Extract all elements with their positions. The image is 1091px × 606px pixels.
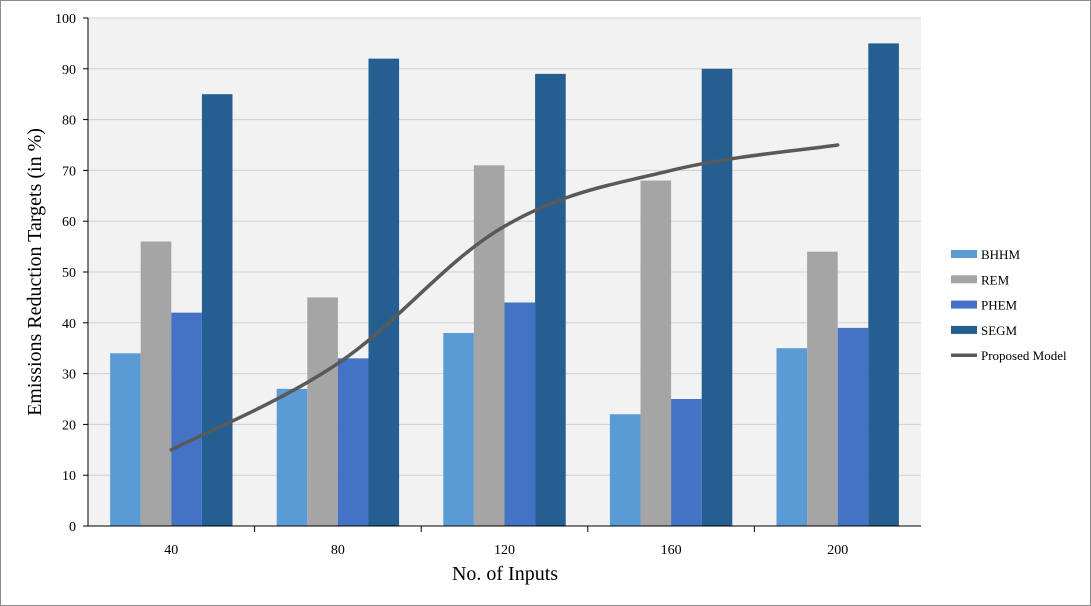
legend-swatch-segm — [951, 325, 977, 334]
bar-segm — [535, 73, 566, 526]
x-tick-label: 120 — [494, 543, 515, 558]
axes-layer — [87, 18, 921, 532]
y-tick-labels: 0 10 20 30 40 50 60 70 80 90 100 — [55, 12, 76, 535]
bar-segm — [868, 43, 899, 527]
legend-label-rem: REM — [981, 272, 1010, 287]
bars-layer — [110, 43, 899, 527]
legend-swatch-bhhm — [951, 250, 977, 258]
bar-phem — [671, 399, 702, 526]
bar-bhhm — [110, 353, 141, 526]
legend-label-segm: SEGM — [981, 323, 1018, 338]
y-tick-label: 90 — [62, 63, 76, 78]
y-tick-label: 80 — [62, 114, 76, 129]
bar-rem — [307, 297, 338, 526]
bar-bhhm — [443, 332, 474, 526]
legend-label-bhhm: BHHM — [981, 247, 1020, 262]
y-tick-label: 20 — [62, 418, 76, 433]
y-tick-label: 50 — [62, 266, 76, 281]
bar-bhhm — [276, 388, 308, 526]
line-layer — [169, 143, 840, 452]
bar-bhhm — [609, 414, 641, 526]
x-tick-label: 200 — [827, 543, 848, 558]
legend-label-proposed-model: Proposed Model — [981, 348, 1067, 363]
bar-phem — [337, 358, 369, 526]
y-tick-label: 0 — [69, 520, 76, 535]
bar-segm — [201, 94, 233, 526]
x-tick-label: 40 — [164, 543, 178, 558]
bar-phem — [504, 302, 536, 526]
y-tick-label: 30 — [62, 368, 76, 383]
bar-segm — [701, 68, 733, 527]
y-axis-title: Emissions Reduction Targets (in %) — [24, 128, 46, 416]
x-tick-label: 80 — [331, 543, 345, 558]
line-proposed-model — [169, 143, 840, 452]
bar-phem — [171, 312, 202, 526]
y-tick-label: 60 — [62, 215, 76, 230]
y-tick-label: 10 — [62, 469, 76, 484]
x-tick-label: 160 — [661, 543, 682, 558]
y-tick-label: 100 — [55, 12, 76, 27]
bar-segm — [368, 58, 400, 526]
bar-rem — [640, 180, 672, 526]
bar-bhhm — [776, 348, 808, 526]
legend-label-phem: PHEM — [981, 298, 1018, 313]
y-tick-label: 70 — [62, 164, 76, 179]
legend: BHHM REM PHEM SEGM Proposed Model — [951, 247, 1067, 363]
bar-phem — [837, 327, 869, 526]
legend-swatch-phem — [951, 300, 977, 309]
y-tick-label: 40 — [62, 317, 76, 332]
bar-rem — [473, 165, 505, 526]
x-axis-title: No. of Inputs — [452, 563, 558, 585]
bar-rem — [140, 241, 172, 526]
legend-swatch-rem — [951, 275, 977, 284]
bar-rem — [807, 251, 838, 526]
x-tick-labels: 40 80 120 160 200 — [164, 543, 848, 558]
